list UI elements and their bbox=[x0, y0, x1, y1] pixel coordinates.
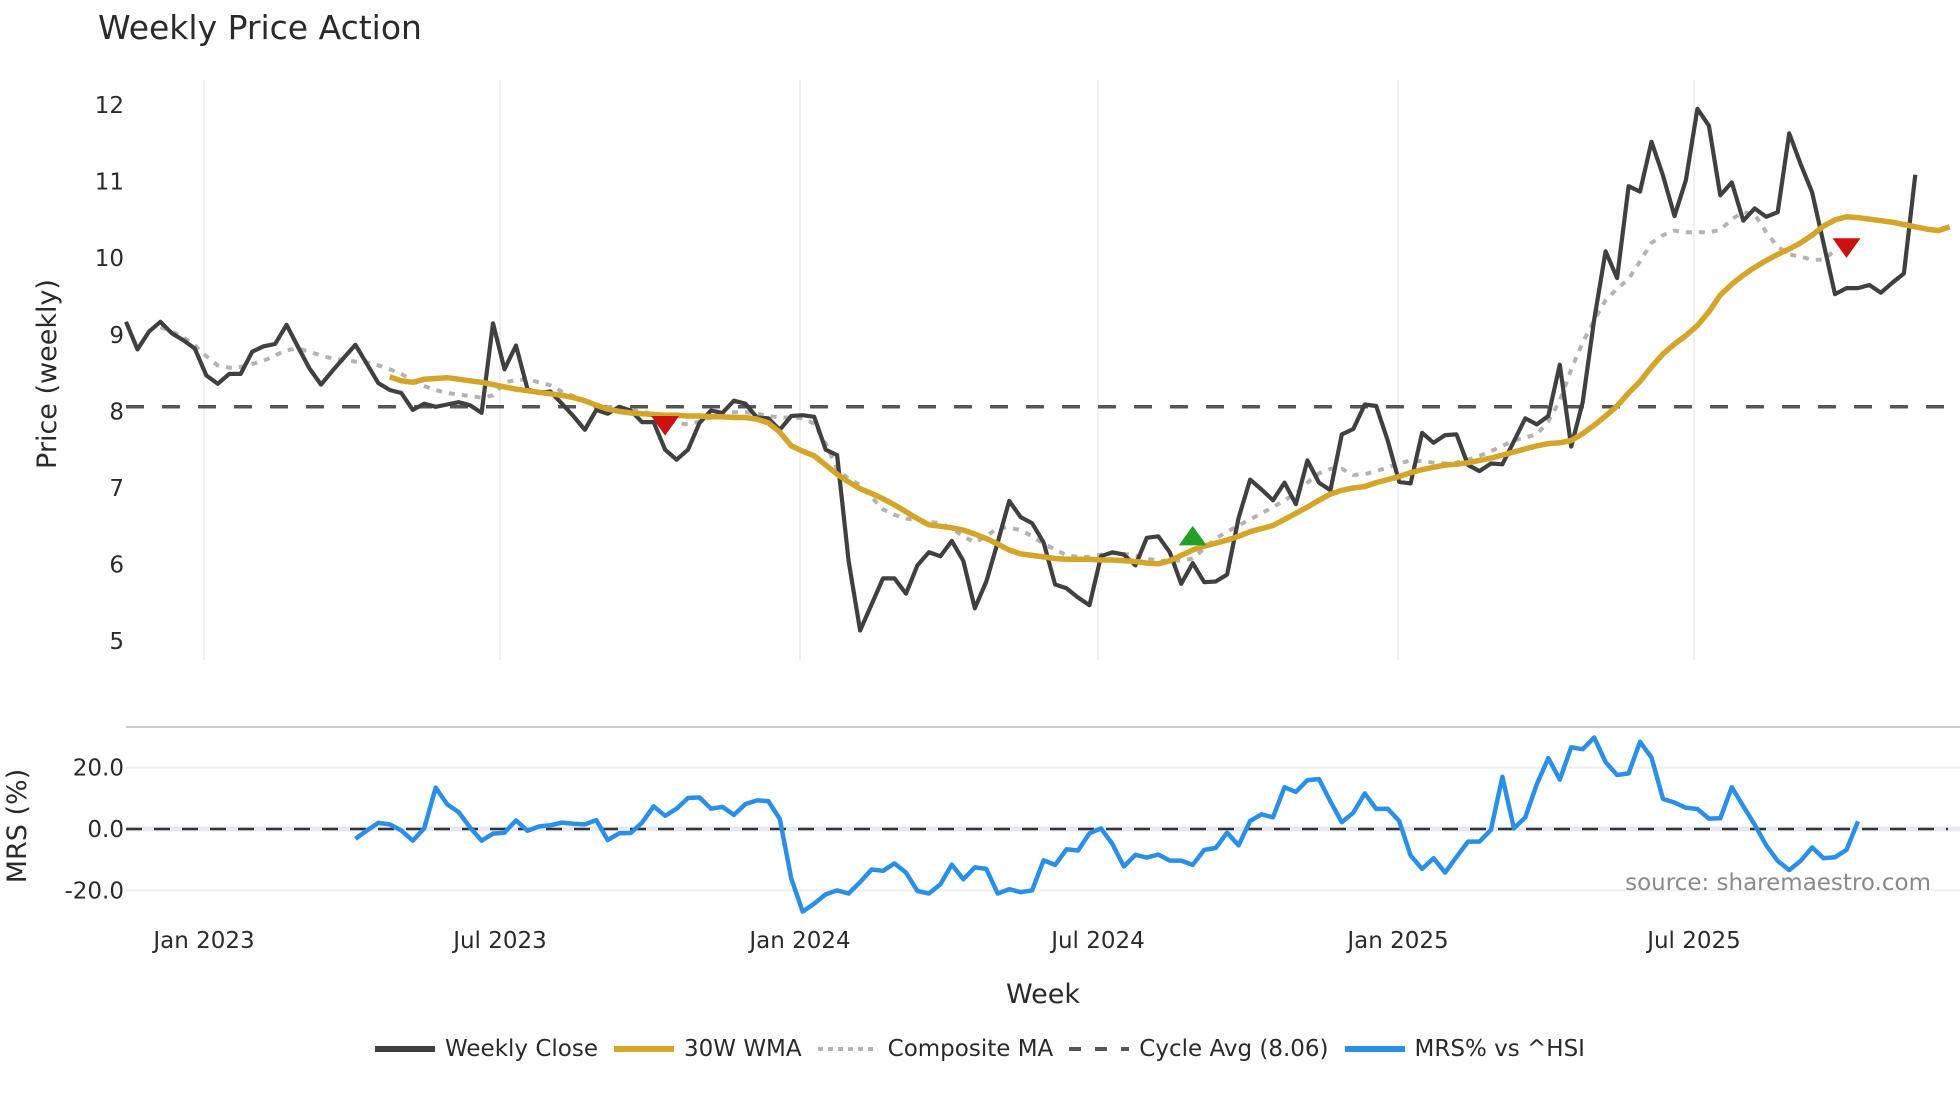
mrs-y-axis-label: MRS (%) bbox=[2, 769, 33, 884]
mrs-series bbox=[354, 735, 1861, 914]
x-tick: Jul 2023 bbox=[451, 928, 547, 954]
x-tick: Jan 2024 bbox=[747, 928, 850, 954]
legend-item[interactable]: Weekly Close bbox=[375, 1036, 598, 1062]
legend-swatch-icon bbox=[1069, 1044, 1130, 1054]
x-tick: Jan 2023 bbox=[151, 928, 254, 954]
price-y-tick: 8 bbox=[109, 399, 124, 425]
weekly-close-line bbox=[124, 106, 1918, 633]
legend-label: Weekly Close bbox=[445, 1036, 598, 1062]
legend-item[interactable]: Composite MA bbox=[817, 1036, 1054, 1062]
signal-markers bbox=[651, 238, 1861, 546]
price-y-tick: 10 bbox=[95, 246, 124, 272]
legend-swatch-icon bbox=[375, 1044, 436, 1054]
x-axis-ticks: Jan 2023 Jul 2023 Jan 2024 Jul 2024 Jan 2025… bbox=[151, 928, 1740, 954]
x-axis-label: Week bbox=[1006, 979, 1080, 1010]
legend-label: Cycle Avg (8.06) bbox=[1139, 1036, 1329, 1062]
composite-ma-line bbox=[159, 210, 1837, 563]
mrs-line bbox=[354, 735, 1861, 914]
x-tick: Jul 2024 bbox=[1049, 928, 1145, 954]
legend-item[interactable]: 30W WMA bbox=[614, 1036, 802, 1062]
legend-label: 30W WMA bbox=[684, 1036, 802, 1062]
legend-swatch-icon bbox=[817, 1044, 878, 1054]
price-y-tick: 9 bbox=[109, 323, 124, 349]
price-y-axis-ticks: 5 6 7 8 9 10 11 12 bbox=[95, 93, 124, 655]
price-series bbox=[124, 106, 1951, 633]
legend-label: Composite MA bbox=[887, 1036, 1054, 1062]
mrs-y-tick: -20.0 bbox=[64, 878, 124, 904]
legend-swatch-icon bbox=[1344, 1044, 1405, 1054]
sell-signal-marker bbox=[651, 416, 680, 436]
mrs-y-tick: 0.0 bbox=[87, 817, 124, 843]
x-tick: Jan 2025 bbox=[1345, 928, 1448, 954]
x-tick: Jul 2025 bbox=[1645, 928, 1741, 954]
price-gridlines bbox=[203, 80, 1695, 660]
price-y-tick: 5 bbox=[109, 629, 124, 655]
wma-30w-line bbox=[388, 214, 1951, 567]
legend-item[interactable]: Cycle Avg (8.06) bbox=[1069, 1036, 1329, 1062]
price-y-tick: 11 bbox=[95, 170, 124, 196]
buy-signal-marker bbox=[1178, 525, 1207, 546]
legend-item[interactable]: MRS% vs ^HSI bbox=[1344, 1036, 1585, 1062]
mrs-y-axis-ticks: -20.0 0.0 20.0 bbox=[64, 756, 124, 905]
price-y-tick: 12 bbox=[95, 93, 124, 119]
price-y-tick: 7 bbox=[109, 476, 124, 502]
source-attribution: source: sharemaestro.com bbox=[1625, 870, 1931, 896]
price-y-axis-label: Price (weekly) bbox=[32, 279, 63, 469]
price-y-tick: 6 bbox=[109, 553, 124, 579]
sell-signal-marker bbox=[1832, 238, 1861, 258]
chart-legend: Weekly Close 30W WMA Composite MA Cycle Avg… bbox=[0, 1036, 1960, 1062]
mrs-y-tick: 20.0 bbox=[73, 756, 124, 782]
legend-label: MRS% vs ^HSI bbox=[1414, 1036, 1585, 1062]
chart-title: Weekly Price Action bbox=[98, 8, 422, 47]
legend-swatch-icon bbox=[614, 1044, 674, 1054]
